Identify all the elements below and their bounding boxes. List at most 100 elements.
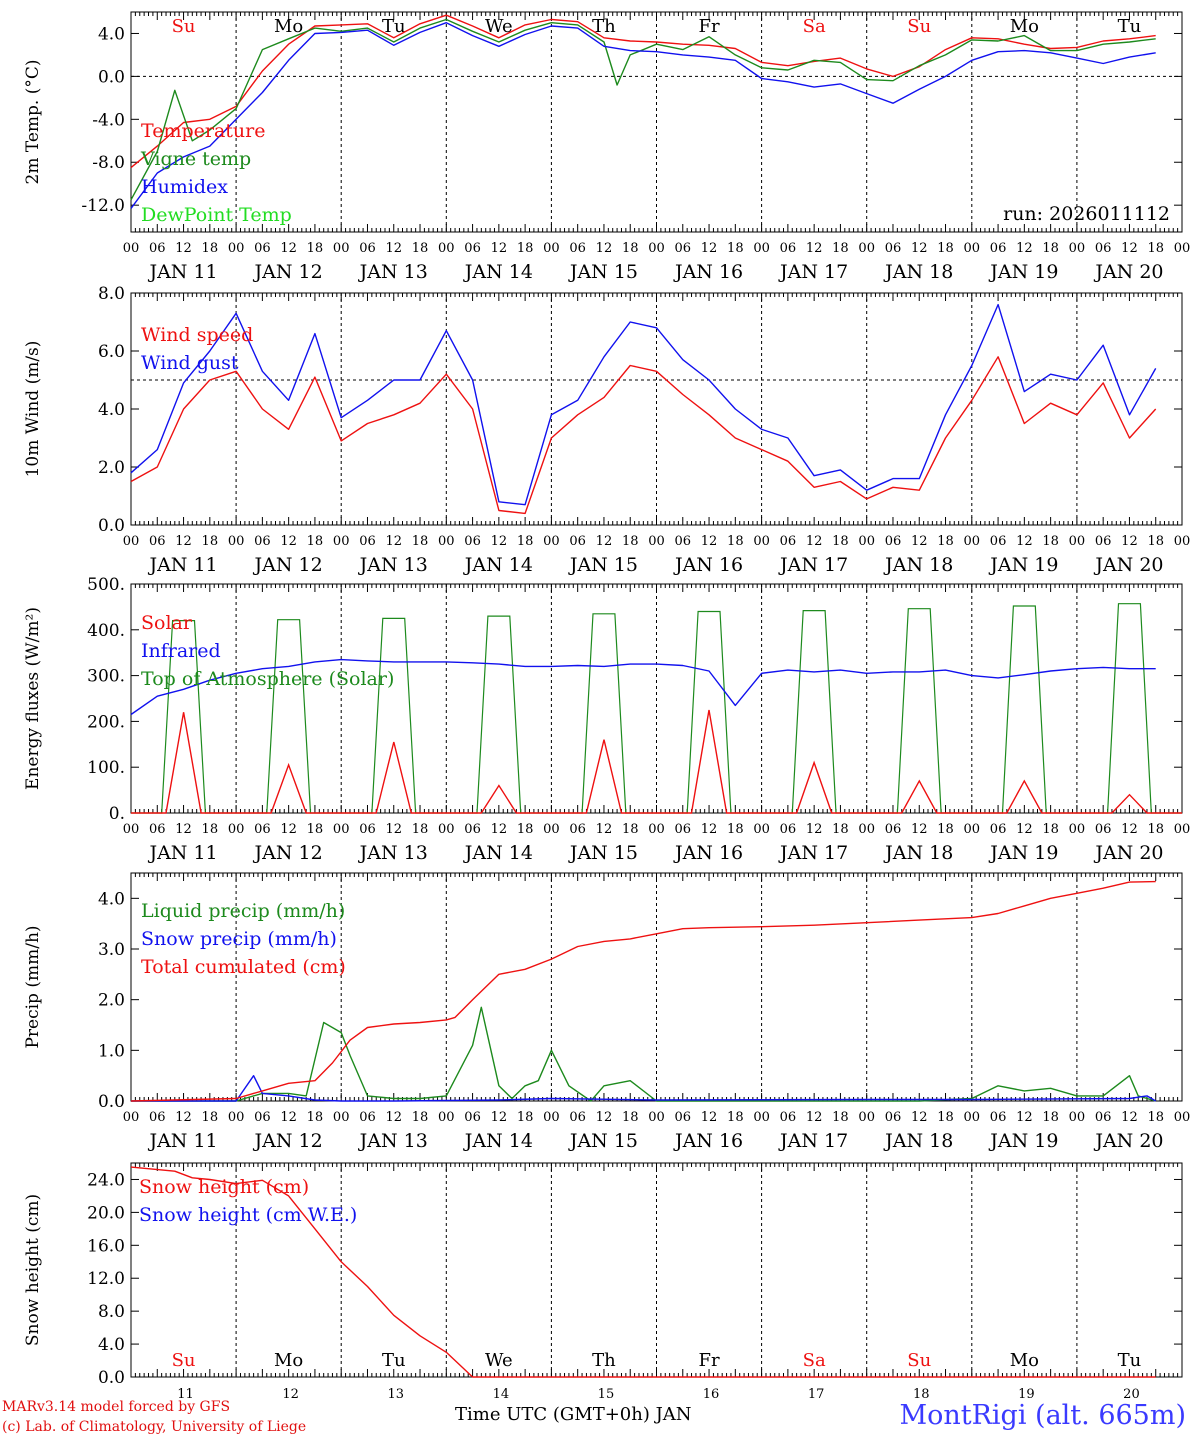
weekday-label: Mo xyxy=(274,1350,303,1371)
y-tick-label: -12.0 xyxy=(81,196,125,216)
hour-label: 06 xyxy=(359,241,376,256)
day-label: JAN 13 xyxy=(358,554,428,576)
hour-label: 06 xyxy=(569,534,586,549)
hour-label: 06 xyxy=(885,1110,902,1125)
hour-label: 00 xyxy=(123,534,140,549)
day-label: JAN 12 xyxy=(253,261,323,283)
hour-label: 12 xyxy=(701,822,718,837)
hour-label: 12 xyxy=(175,241,192,256)
hour-label: 06 xyxy=(780,822,797,837)
series-line-2 xyxy=(131,1074,1157,1102)
hour-label: 18 xyxy=(1147,241,1164,256)
hour-label: 12 xyxy=(491,1110,508,1125)
day-label: JAN 13 xyxy=(358,1130,428,1152)
hour-label: 12 xyxy=(701,1110,718,1125)
legend-entry: Snow height (cm W.E.) xyxy=(139,1204,357,1226)
hour-label: 06 xyxy=(149,1110,166,1125)
hour-label: 12 xyxy=(596,241,613,256)
hour-label: 18 xyxy=(307,822,324,837)
hour-label: 12 xyxy=(911,822,928,837)
hour-label: 12 xyxy=(1121,241,1138,256)
hour-label: 06 xyxy=(464,534,481,549)
hour-label: 06 xyxy=(1095,534,1112,549)
y-tick-label: 6.0 xyxy=(98,342,125,362)
y-tick-label: 0.0 xyxy=(98,1092,125,1112)
hour-label: 06 xyxy=(149,241,166,256)
y-tick-label: 500. xyxy=(87,575,125,595)
hour-label: 12 xyxy=(491,822,508,837)
hour-label: 12 xyxy=(280,822,297,837)
day-label: JAN 20 xyxy=(1093,842,1163,864)
y-tick-label: 4.0 xyxy=(98,1335,125,1355)
hour-label: 00 xyxy=(1174,1110,1191,1125)
hour-label: 06 xyxy=(149,822,166,837)
hour-label: 00 xyxy=(543,1110,560,1125)
hour-label: 00 xyxy=(753,241,770,256)
day-label: JAN 13 xyxy=(358,842,428,864)
station-label: MontRigi (alt. 665m) xyxy=(899,1400,1186,1431)
hour-label: 06 xyxy=(359,822,376,837)
lab-credit: (c) Lab. of Climatology, University of L… xyxy=(2,1419,307,1435)
hour-label: 18 xyxy=(412,534,429,549)
hour-label: 18 xyxy=(517,1110,534,1125)
hour-label: 00 xyxy=(753,822,770,837)
legend-entry: Infrared xyxy=(141,640,221,662)
y-tick-label: 16.0 xyxy=(87,1236,125,1256)
hour-label: 12 xyxy=(385,241,402,256)
weekday-label: Su xyxy=(172,16,196,37)
hour-label: 12 xyxy=(1121,822,1138,837)
legend-entry: Liquid precip (mm/h) xyxy=(141,900,345,922)
y-tick-label: 0.0 xyxy=(98,516,125,536)
weekday-label: We xyxy=(485,1350,513,1371)
day-label: JAN 12 xyxy=(253,1130,323,1152)
y-axis-title: Precip (mm/h) xyxy=(23,925,43,1048)
hour-label: 00 xyxy=(438,1110,455,1125)
hour-label: 06 xyxy=(990,1110,1007,1125)
hour-label: 12 xyxy=(596,822,613,837)
hour-label: 00 xyxy=(333,1110,350,1125)
hour-label: 00 xyxy=(1069,822,1086,837)
hour-label: 00 xyxy=(964,822,981,837)
hour-label: 18 xyxy=(622,1110,639,1125)
y-axis-title: 2m Temp. (°C) xyxy=(23,59,43,184)
day-label: JAN 18 xyxy=(883,261,953,283)
day-label: JAN 15 xyxy=(568,1130,638,1152)
day-label: JAN 12 xyxy=(253,554,323,576)
day-label: JAN 16 xyxy=(673,842,743,864)
hour-label: 06 xyxy=(254,1110,271,1125)
y-tick-label: 0.0 xyxy=(98,1368,125,1388)
weekday-label: Mo xyxy=(274,16,303,37)
y-tick-label: 300. xyxy=(87,667,125,687)
bottom-day-number: 17 xyxy=(808,1387,825,1402)
legend-entry: Snow precip (mm/h) xyxy=(141,928,337,950)
solar-line xyxy=(131,709,1182,814)
y-tick-label: 4.0 xyxy=(98,400,125,420)
hour-label: 00 xyxy=(333,822,350,837)
legend-entry: Wind gust xyxy=(141,352,239,374)
y-tick-label: 12.0 xyxy=(87,1269,125,1289)
hour-label: 06 xyxy=(464,241,481,256)
hour-label: 12 xyxy=(806,534,823,549)
hour-label: 06 xyxy=(885,822,902,837)
bottom-day-number: 14 xyxy=(493,1387,510,1402)
hour-label: 18 xyxy=(412,241,429,256)
hour-label: 00 xyxy=(858,241,875,256)
hour-label: 12 xyxy=(175,822,192,837)
hour-label: 18 xyxy=(307,241,324,256)
y-tick-label: 4.0 xyxy=(98,24,125,44)
hour-label: 00 xyxy=(543,241,560,256)
hour-label: 18 xyxy=(727,534,744,549)
hour-label: 00 xyxy=(543,534,560,549)
day-label: JAN 16 xyxy=(673,1130,743,1152)
y-tick-label: 200. xyxy=(87,712,125,732)
hour-label: 12 xyxy=(491,534,508,549)
hour-label: 06 xyxy=(675,534,692,549)
hour-label: 06 xyxy=(885,241,902,256)
y-tick-label: 3.0 xyxy=(98,940,125,960)
hour-label: 06 xyxy=(569,822,586,837)
weekday-label: Tu xyxy=(1118,16,1142,37)
hour-label: 18 xyxy=(727,822,744,837)
hour-label: 06 xyxy=(675,241,692,256)
hour-label: 12 xyxy=(701,241,718,256)
